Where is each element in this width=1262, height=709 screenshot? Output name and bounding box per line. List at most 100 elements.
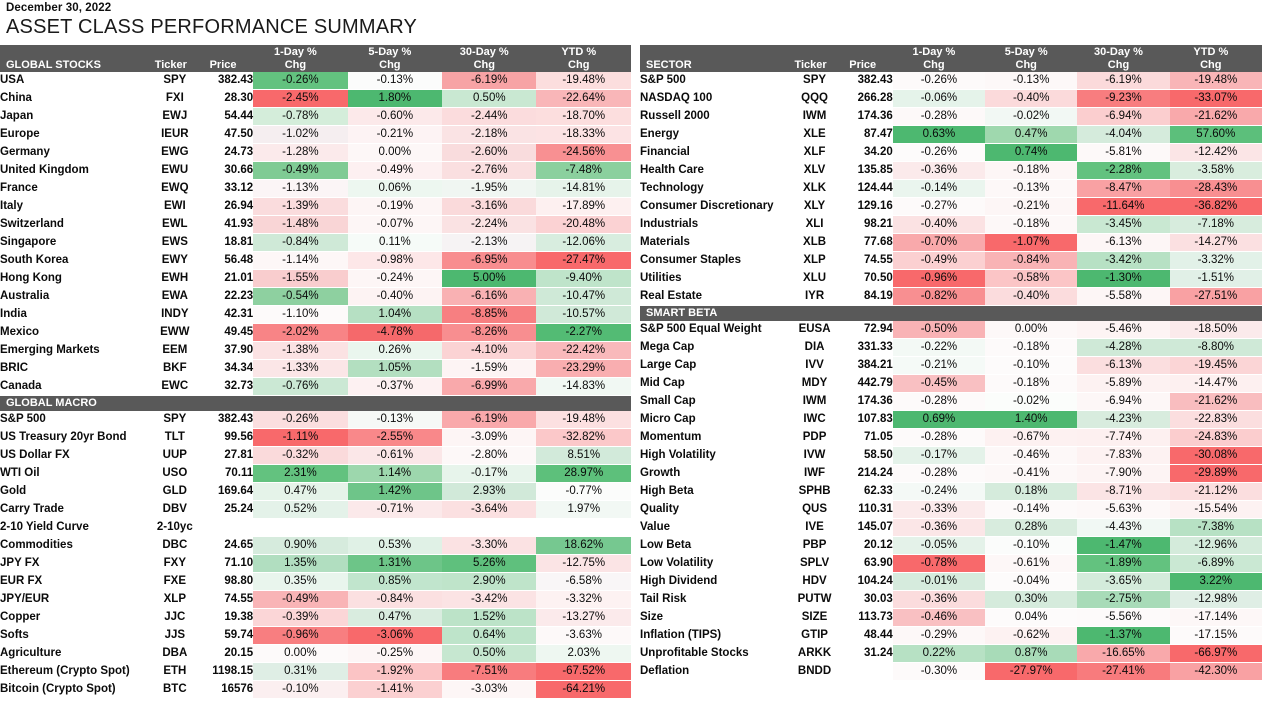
asset-ticker: GTIP — [788, 626, 841, 645]
table-row[interactable]: NASDAQ 100 QQQ 266.28 -0.06% -0.40% -9.23% -33… — [640, 89, 1262, 108]
pct-change-cell-3: -18.70% — [536, 107, 631, 126]
table-row[interactable]: Mid Cap MDY 442.79 -0.45% -0.18% -5.89% -14.47… — [640, 374, 1262, 393]
table-row[interactable]: South Korea EWY 56.48 -1.14% -0.98% -6.95% -27… — [0, 251, 631, 270]
column-header-left-period-2: 30-Day % — [442, 45, 537, 59]
table-row[interactable]: Low Beta PBP 20.12 -0.05% -0.10% -1.47% -12.96… — [640, 536, 1262, 555]
table-row[interactable]: Utilities XLU 70.50 -0.96% -0.58% -1.30% -1.51… — [640, 269, 1262, 288]
table-row[interactable]: US Dollar FX UUP 27.81 -0.32% -0.61% -2.80% 8.… — [0, 446, 631, 465]
table-row[interactable]: Quality QUS 110.31 -0.33% -0.14% -5.63% -15.54… — [640, 500, 1262, 519]
table-row[interactable]: Financial XLF 34.20 -0.26% 0.74% -5.81% -12.42… — [640, 143, 1262, 162]
pct-change-cell-0: -0.84% — [253, 233, 348, 252]
table-row[interactable]: China FXI 28.30 -2.45% 1.80% 0.50% -22.64% — [0, 89, 631, 108]
asset-price: 169.64 — [200, 482, 254, 501]
asset-price: 48.44 — [840, 626, 893, 645]
table-row[interactable]: Momentum PDP 71.05 -0.28% -0.67% -7.74% -24.83… — [640, 428, 1262, 447]
table-row[interactable]: Europe IEUR 47.50 -1.02% -0.21% -2.18% -18.33% — [0, 125, 631, 144]
table-row[interactable]: S&P 500 Equal Weight EUSA 72.94 -0.50% 0.00%… — [640, 321, 1262, 339]
page-title: ASSET CLASS PERFORMANCE SUMMARY — [6, 16, 418, 38]
table-row[interactable]: Large Cap IVV 384.21 -0.21% -0.10% -6.13% -19.… — [640, 356, 1262, 375]
table-row[interactable]: Materials XLB 77.68 -0.70% -1.07% -6.13% -14.2… — [640, 233, 1262, 252]
table-row[interactable]: EUR FX FXE 98.80 0.35% 0.85% 2.90% -6.58% — [0, 572, 631, 591]
asset-ticker: SPY — [148, 72, 201, 90]
table-row[interactable]: Russell 2000 IWM 174.36 -0.28% -0.02% -6.94% -… — [640, 107, 1262, 126]
asset-ticker: FXE — [148, 572, 201, 591]
table-row[interactable]: Technology XLK 124.44 -0.14% -0.13% -8.47% -28… — [640, 179, 1262, 198]
pct-change-cell-0: -0.28% — [892, 464, 986, 483]
pct-change-cell-0: -1.33% — [253, 359, 348, 378]
table-row[interactable]: Ethereum (Crypto Spot) ETH 1198.15 0.31% -1.… — [0, 662, 631, 681]
table-row[interactable]: S&P 500 SPY 382.43 -0.26% -0.13% -6.19% -19.48… — [640, 72, 1262, 90]
table-row[interactable]: Carry Trade DBV 25.24 0.52% -0.71% -3.64% 1.97… — [0, 500, 631, 519]
pct-change-cell-0: -0.01% — [892, 572, 986, 591]
table-row[interactable]: Mexico EWW 49.45 -2.02% -4.78% -8.26% -2.27% — [0, 323, 631, 342]
asset-ticker: XLF — [788, 143, 841, 162]
pct-change-cell-1: -1.92% — [347, 662, 443, 681]
table-row[interactable]: WTI Oil USO 70.11 2.31% 1.14% -0.17% 28.97% — [0, 464, 631, 483]
table-row[interactable]: Consumer Discretionary XLY 129.16 -0.27% -0.… — [640, 197, 1262, 216]
pct-change-cell-3: -66.97% — [1169, 644, 1262, 663]
table-row[interactable]: Low Volatility SPLV 63.90 -0.78% -0.61% -1.89… — [640, 554, 1262, 573]
asset-name: Agriculture — [0, 644, 149, 663]
table-row[interactable]: United Kingdom EWU 30.66 -0.49% -0.49% -2.76%… — [0, 161, 631, 180]
table-row[interactable]: Germany EWG 24.73 -1.28% 0.00% -2.60% -24.56% — [0, 143, 631, 162]
pct-change-cell-2: -7.83% — [1077, 446, 1170, 465]
table-row[interactable]: Inflation (TIPS) GTIP 48.44 -0.29% -0.62% -1.… — [640, 626, 1262, 645]
table-row[interactable]: Deflation BNDD -0.30% -27.97% -27.41% -42.30% — [640, 662, 1262, 681]
table-row[interactable]: JPY/EUR XLP 74.55 -0.49% -0.84% -3.42% -3.32% — [0, 590, 631, 609]
table-row[interactable]: Tail Risk PUTW 30.03 -0.36% 0.30% -2.75% -12.9… — [640, 590, 1262, 609]
asset-price: 87.47 — [840, 125, 893, 144]
table-row[interactable]: Italy EWI 26.94 -1.39% -0.19% -3.16% -17.89% — [0, 197, 631, 216]
table-row[interactable]: Canada EWC 32.73 -0.76% -0.37% -6.99% -14.83% — [0, 377, 631, 396]
table-row[interactable]: Japan EWJ 54.44 -0.78% -0.60% -2.44% -18.70% — [0, 107, 631, 126]
table-row[interactable]: Emerging Markets EEM 37.90 -1.38% 0.26% -4.10… — [0, 341, 631, 360]
table-row[interactable]: Unprofitable Stocks ARKK 31.24 0.22% 0.87% -1… — [640, 644, 1262, 663]
table-row[interactable]: Health Care XLV 135.85 -0.36% -0.18% -2.28% -3… — [640, 161, 1262, 180]
table-row[interactable]: US Treasury 20yr Bond TLT 99.56 -1.11% -2.55… — [0, 428, 631, 447]
table-row[interactable]: Energy XLE 87.47 0.63% 0.47% -4.04% 57.60% — [640, 125, 1262, 144]
table-row[interactable]: JPY FX FXY 71.10 1.35% 1.31% 5.26% -12.75% — [0, 554, 631, 573]
pct-change-cell-1: -0.02% — [985, 107, 1078, 126]
asset-price: 22.23 — [200, 287, 254, 306]
table-row[interactable]: Softs JJS 59.74 -0.96% -3.06% 0.64% -3.63% — [0, 626, 631, 645]
table-row[interactable]: BRIC BKF 34.34 -1.33% 1.05% -1.59% -23.29% — [0, 359, 631, 378]
table-row[interactable]: Mega Cap DIA 331.33 -0.22% -0.18% -4.28% -8.80… — [640, 338, 1262, 357]
table-row[interactable]: Industrials XLI 98.21 -0.40% -0.18% -3.45% -7.… — [640, 215, 1262, 234]
pct-change-cell-1: -0.60% — [347, 107, 443, 126]
table-row[interactable]: Size SIZE 113.73 -0.46% 0.04% -5.56% -17.14% — [640, 608, 1262, 627]
pct-change-cell-1: -0.58% — [985, 269, 1078, 288]
table-row[interactable]: Switzerland EWL 41.93 -1.48% -0.07% -2.24% -20… — [0, 215, 631, 234]
section-header-spacer — [442, 395, 537, 411]
pct-change-cell-0: -0.82% — [892, 287, 986, 306]
pct-change-cell-3: -22.64% — [536, 89, 631, 108]
asset-price: 110.31 — [840, 500, 893, 519]
section-header-spacer — [536, 395, 631, 411]
table-row[interactable]: Real Estate IYR 84.19 -0.82% -0.40% -5.58% -27… — [640, 287, 1262, 306]
table-row[interactable]: Micro Cap IWC 107.83 0.69% 1.40% -4.23% -22.83… — [640, 410, 1262, 429]
asset-price: 266.28 — [840, 89, 893, 108]
table-row[interactable]: Value IVE 145.07 -0.36% 0.28% -4.43% -7.38% — [640, 518, 1262, 537]
table-row[interactable]: Gold GLD 169.64 0.47% 1.42% 2.93% -0.77% — [0, 482, 631, 501]
asset-ticker: FXY — [148, 554, 201, 573]
table-row[interactable]: France EWQ 33.12 -1.13% 0.06% -1.95% -14.81% — [0, 179, 631, 198]
asset-name: Low Volatility — [640, 554, 789, 573]
table-row[interactable]: High Beta SPHB 62.33 -0.24% 0.18% -8.71% -21.1… — [640, 482, 1262, 501]
table-row[interactable]: India INDY 42.31 -1.10% 1.04% -8.85% -10.57% — [0, 305, 631, 324]
table-row[interactable]: Commodities DBC 24.65 0.90% 0.53% -3.30% 18.62… — [0, 536, 631, 555]
table-row[interactable]: Small Cap IWM 174.36 -0.28% -0.02% -6.94% -21.… — [640, 392, 1262, 411]
table-row[interactable]: Agriculture DBA 20.15 0.00% -0.25% 0.50% 2.03% — [0, 644, 631, 663]
table-row[interactable]: Consumer Staples XLP 74.55 -0.49% -0.84% -3.4… — [640, 251, 1262, 270]
table-row[interactable]: Copper JJC 19.38 -0.39% 0.47% 1.52% -13.27% — [0, 608, 631, 627]
table-row[interactable]: Hong Kong EWH 21.01 -1.55% -0.24% 5.00% -9.40% — [0, 269, 631, 288]
table-row[interactable]: USA SPY 382.43 -0.26% -0.13% -6.19% -19.48% — [0, 72, 631, 90]
table-row[interactable]: Australia EWA 22.23 -0.54% -0.40% -6.16% -10.4… — [0, 287, 631, 306]
table-row[interactable]: S&P 500 SPY 382.43 -0.26% -0.13% -6.19% -19.48… — [0, 411, 631, 429]
table-row[interactable]: Bitcoin (Crypto Spot) BTC 16576 -0.10% -1.41… — [0, 680, 631, 699]
asset-name: Japan — [0, 107, 149, 126]
table-row[interactable]: High Dividend HDV 104.24 -0.01% -0.04% -3.65%… — [640, 572, 1262, 591]
table-row[interactable]: 2-10 Yield Curve 2-10yc — [0, 518, 631, 537]
table-row[interactable]: Growth IWF 214.24 -0.28% -0.41% -7.90% -29.89% — [640, 464, 1262, 483]
table-row[interactable]: High Volatility IVW 58.50 -0.17% -0.46% -7.83… — [640, 446, 1262, 465]
table-row[interactable]: Singapore EWS 18.81 -0.84% 0.11% -2.13% -12.06… — [0, 233, 631, 252]
asset-name: Singapore — [0, 233, 149, 252]
